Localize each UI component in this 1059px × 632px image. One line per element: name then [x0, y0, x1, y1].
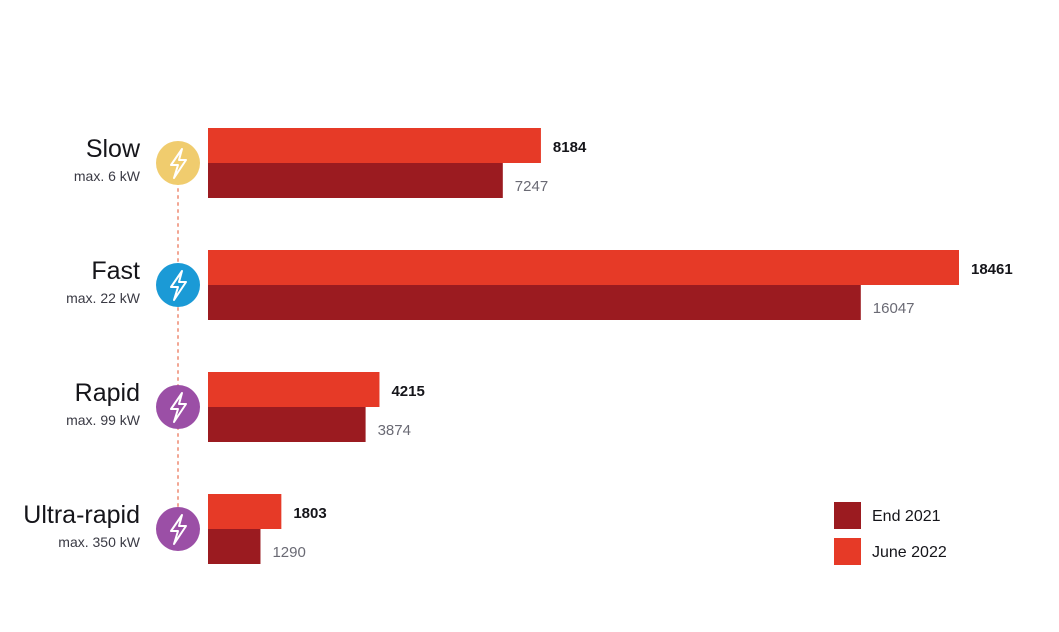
- categories-layer: Slow max. 6 kW Fast max. 22 kW Rapid max. 99 …: [23, 135, 200, 551]
- bars-layer: 8184 7247 18461 16047 4215 3874 1803 1290: [208, 128, 1013, 564]
- legend-label: June 2022: [872, 544, 947, 561]
- bar-june-2022: [208, 494, 282, 529]
- category-sublabel: max. 350 kW: [58, 534, 140, 550]
- bar-end-2021: [208, 407, 366, 442]
- bar-june-2022: [208, 128, 541, 163]
- data-label-june-2022: 18461: [971, 261, 1013, 278]
- data-label-end-2021: 3874: [378, 422, 411, 439]
- category-label: Fast: [91, 257, 140, 285]
- category-label: Rapid: [75, 379, 140, 407]
- category-sublabel: max. 22 kW: [66, 290, 141, 306]
- data-label-june-2022: 4215: [391, 383, 424, 400]
- category-label: Ultra-rapid: [23, 501, 140, 529]
- category-sublabel: max. 6 kW: [74, 168, 141, 184]
- legend: End 2021 June 2022: [834, 502, 947, 565]
- lightning-bolt-icon: [156, 507, 200, 551]
- legend-label: End 2021: [872, 508, 941, 525]
- legend-swatch: [834, 502, 861, 529]
- bar-june-2022: [208, 250, 959, 285]
- bar-end-2021: [208, 285, 861, 320]
- lightning-bolt-icon: [156, 141, 200, 185]
- bar-end-2021: [208, 163, 503, 198]
- legend-swatch: [834, 538, 861, 565]
- data-label-end-2021: 16047: [873, 300, 915, 317]
- lightning-bolt-icon: [156, 263, 200, 307]
- category-sublabel: max. 99 kW: [66, 412, 141, 428]
- bar-june-2022: [208, 372, 380, 407]
- data-label-june-2022: 1803: [293, 505, 326, 522]
- bar-end-2021: [208, 529, 261, 564]
- data-label-end-2021: 7247: [515, 178, 548, 195]
- data-label-end-2021: 1290: [272, 544, 305, 561]
- data-label-june-2022: 8184: [553, 139, 587, 156]
- category-label: Slow: [86, 135, 141, 163]
- lightning-bolt-icon: [156, 385, 200, 429]
